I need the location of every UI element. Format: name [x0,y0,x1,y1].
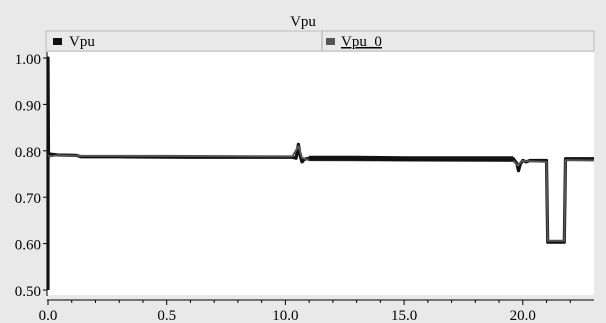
y-tick-label: 0.70 [15,191,41,207]
x-tick-label: 20.0 [510,308,536,323]
plot-area [47,52,594,295]
y-tick-label: 1.00 [15,52,41,68]
series-layer [46,56,595,290]
legend-label-vpu: Vpu [69,34,95,50]
series-band-vpu [309,155,514,162]
y-tick-label: 0.90 [15,98,41,114]
legend-item-vpu[interactable]: Vpu [53,34,95,50]
y-tick-label: 0.50 [15,284,41,300]
x-tick-label: 0.5 [157,308,176,323]
x-axis-ticks: 0.0 0.5 10.0 15.0 20.0 [39,300,571,323]
legend-swatch-vpu-0 [326,38,335,45]
legend-item-vpu-0[interactable]: Vpu_0 [326,34,382,50]
y-tick-label: 0.80 [15,145,41,161]
legend-swatch-vpu [53,38,62,45]
x-tick-label: 10.0 [272,308,298,323]
title-bar [0,12,606,30]
y-axis-ticks: 1.00 0.90 0.80 0.70 0.60 0.50 [15,52,47,300]
legend-label-vpu-0: Vpu_0 [341,34,382,50]
y-tick-label: 0.60 [15,238,41,254]
chart-title: Vpu [290,14,316,30]
x-tick-label: 15.0 [391,308,417,323]
legend-bar [45,30,595,52]
x-tick-label: 0.0 [39,308,58,323]
